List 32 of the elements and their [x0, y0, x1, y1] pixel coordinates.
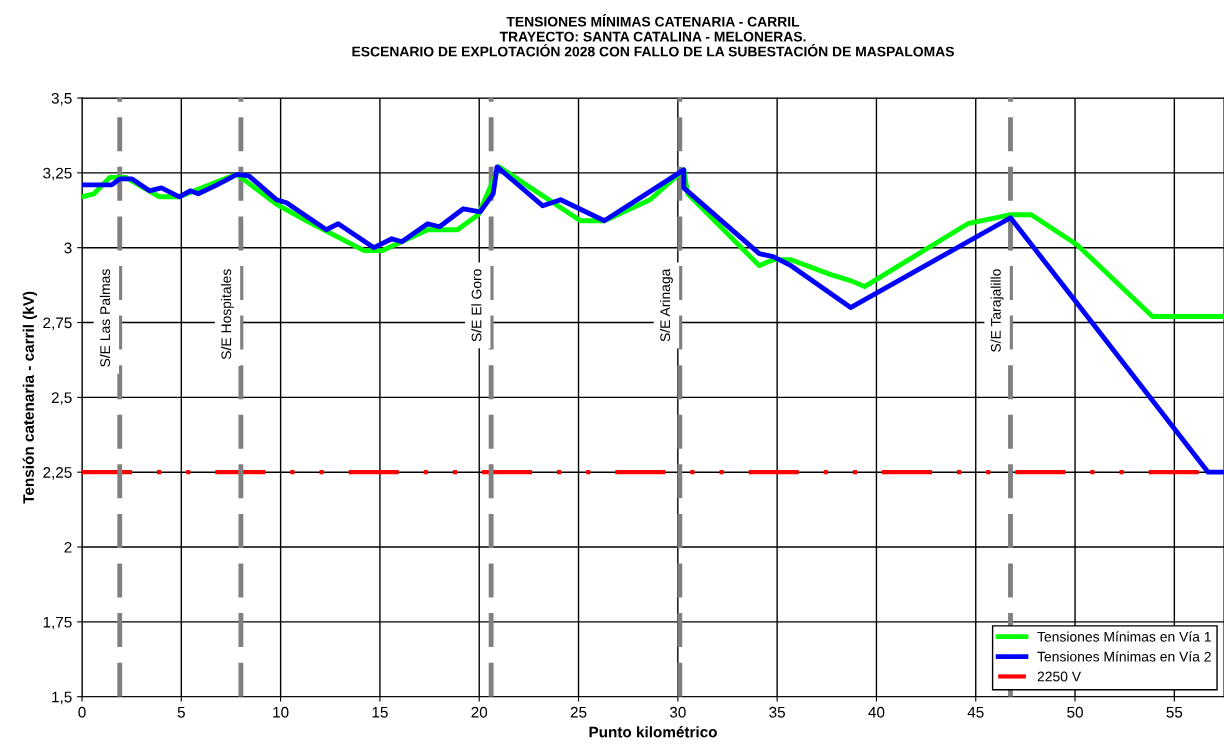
y-tick-label: 3,25 — [43, 167, 72, 181]
y-tick-label: 1,5 — [52, 691, 72, 705]
x-tick-label: 30 — [669, 706, 686, 718]
x-tick-label: 5 — [177, 706, 185, 718]
ref-line-label: S/E Hospitales — [221, 269, 234, 360]
x-tick-label: 15 — [372, 706, 388, 718]
y-tick-label: 3 — [64, 242, 72, 254]
x-tick-label: 40 — [868, 706, 885, 718]
legend-label: Tensiones Mínimas en Vía 2 — [1037, 651, 1211, 662]
x-tick-label: 20 — [471, 706, 488, 718]
y-tick-label: 2,25 — [43, 467, 72, 480]
x-tick-label: 55 — [1166, 706, 1183, 718]
ref-line-label: S/E Arinaga — [659, 268, 673, 342]
y-tick-label: 2 — [64, 541, 72, 553]
legend-label: Tensiones Mínimas en Vía 1 — [1037, 631, 1211, 642]
y-tick-label: 1,75 — [43, 616, 72, 630]
x-tick-label: 45 — [967, 706, 984, 718]
ref-line-label: S/E Las Palmas — [99, 269, 111, 367]
y-tick-label: 3,5 — [51, 92, 72, 106]
chart-title: TENSIONES MÍNIMAS CATENARIA - CARRIL TRAYECTO: SANTA CATALINA - MELONERAS. ESCENARIO DE EXPLOTACIÓN 2028 CON FALLO DE LA SUBESTACIÓN DE MASPALOMAS — [352, 14, 954, 57]
ref-line-label: S/E Tarajalillo — [990, 269, 1004, 352]
x-tick-label: 50 — [1067, 706, 1083, 718]
x-axis-title: Punto kilométrico — [589, 726, 717, 738]
y-axis-title: Tensión catenaria - carril (kV) — [22, 291, 37, 504]
x-tick-label: 0 — [78, 706, 86, 718]
x-tick-label: 35 — [769, 706, 785, 718]
x-tick-label: 25 — [570, 706, 587, 718]
legend-label: 2250 V — [1037, 671, 1081, 682]
y-tick-label: 2,75 — [43, 317, 72, 331]
ref-line-label: S/E El Goro — [471, 269, 482, 342]
y-tick-label: 2,5 — [51, 392, 72, 405]
x-tick-label: 10 — [273, 706, 289, 718]
